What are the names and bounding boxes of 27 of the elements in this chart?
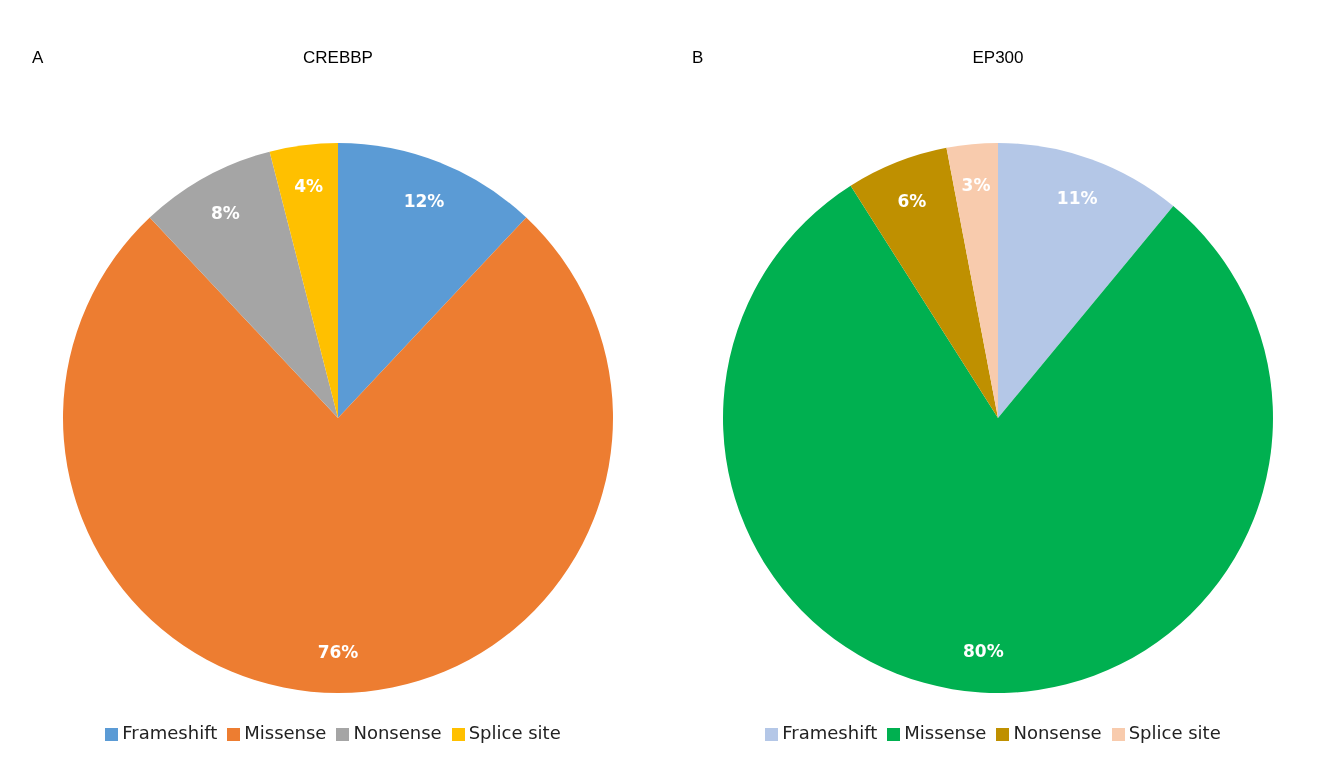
legend-label: Nonsense <box>353 722 442 743</box>
data-label: 6% <box>897 190 927 211</box>
data-label: 11% <box>1056 188 1098 209</box>
data-label: 4% <box>294 176 324 197</box>
pie-slice <box>63 217 613 693</box>
pie-slice <box>149 151 338 418</box>
text: B <box>692 48 704 68</box>
legend-label: Missense <box>244 722 327 743</box>
data-label: 80% <box>962 641 1004 662</box>
chart-title: EP300 <box>972 48 1024 67</box>
data-label: 76% <box>317 641 359 662</box>
legend-label: Splice site <box>468 722 561 743</box>
pie-slice <box>946 143 998 418</box>
data-label: 8% <box>210 203 240 224</box>
pie-slice <box>998 143 1174 418</box>
legend-label: Splice site <box>1128 722 1221 743</box>
legend-label: Frameshift <box>782 722 878 743</box>
legend-label: Missense <box>904 722 987 743</box>
chart-title: CREBBP <box>303 48 373 67</box>
text: A <box>32 48 44 68</box>
pie-slice <box>338 143 527 418</box>
data-label: 12% <box>403 190 445 211</box>
data-label: 3% <box>961 175 991 196</box>
legend-label: Frameshift <box>122 722 218 743</box>
legend-label: Nonsense <box>1013 722 1102 743</box>
pie-slice <box>850 147 998 418</box>
pie-slice <box>269 143 338 418</box>
